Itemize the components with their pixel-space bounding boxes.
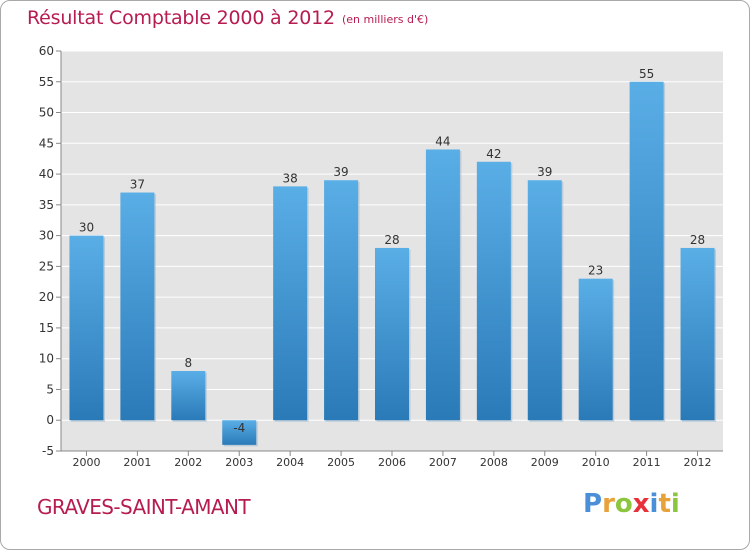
x-tick-label: 2003 — [225, 456, 253, 469]
x-tick-label: 2012 — [684, 456, 712, 469]
logo-letter: o — [614, 489, 633, 519]
bar — [222, 420, 257, 445]
bar — [273, 186, 308, 421]
bar — [527, 180, 562, 421]
chart-subtitle: (en milliers d'€) — [342, 13, 429, 26]
bar-value-label: 42 — [486, 147, 501, 161]
logo-letter: P — [583, 489, 603, 519]
x-tick-label: 2005 — [327, 456, 355, 469]
y-tick-label: 20 — [39, 290, 54, 304]
bar-value-label: 28 — [384, 233, 399, 247]
bar-value-label: 44 — [435, 134, 450, 148]
axes: -5 0 5 10 15 20 25 30 35 40 45 50 55 60 2000 2001 2002 20… — [39, 44, 723, 469]
x-tick-label: 2006 — [378, 456, 406, 469]
y-tick-label: 5 — [46, 382, 54, 396]
y-tick-label: 10 — [39, 352, 54, 366]
bar — [680, 247, 715, 421]
bar-value-label: 55 — [639, 67, 654, 81]
x-tick-label: 2001 — [123, 456, 151, 469]
logo-letter: i — [670, 489, 680, 519]
logo-letter: i — [649, 489, 659, 519]
bar-value-label: 28 — [690, 233, 705, 247]
y-tick-label: 60 — [39, 44, 54, 58]
bar — [425, 149, 460, 421]
bar — [171, 371, 206, 421]
y-tick-label: 25 — [39, 259, 54, 273]
chart-title: Résultat Comptable 2000 à 2012 — [27, 7, 335, 29]
x-tick-label: 2008 — [480, 456, 508, 469]
y-tick-label: 50 — [39, 106, 54, 120]
y-tick-label: 45 — [39, 136, 54, 150]
bar — [629, 81, 664, 421]
y-tick-label: 15 — [39, 321, 54, 335]
x-tick-label: 2007 — [429, 456, 457, 469]
bar-value-label: 39 — [333, 165, 348, 179]
x-tick-label: 2009 — [531, 456, 559, 469]
bar — [324, 180, 359, 421]
bar-value-label: 39 — [537, 165, 552, 179]
bar — [578, 278, 613, 421]
proxiti-logo: Proxiti — [583, 489, 680, 523]
bar — [375, 247, 409, 421]
logo-letter: r — [602, 489, 615, 519]
y-tick-label: 40 — [39, 167, 54, 181]
bars: 30 37 8 -4 38 39 28 44 42 39 23 55 28 — [69, 67, 717, 447]
commune-name: GRAVES-SAINT-AMANT — [37, 495, 251, 519]
bar-value-label: 23 — [588, 264, 603, 278]
bar-value-label: 8 — [184, 356, 192, 370]
logo-letter: t — [658, 489, 671, 519]
y-tick-label: 55 — [39, 75, 54, 89]
x-tick-label: 2002 — [174, 456, 202, 469]
x-tick-label: 2004 — [276, 456, 304, 469]
bar — [476, 161, 511, 421]
y-tick-label: -5 — [42, 444, 54, 458]
bar — [69, 235, 104, 421]
bar-value-label: 30 — [79, 221, 94, 235]
x-tick-label: 2000 — [72, 456, 100, 469]
logo-letter: x — [632, 489, 650, 519]
bar-value-label: 38 — [283, 171, 298, 185]
y-tick-label: 0 — [46, 413, 54, 427]
bar-value-label: -4 — [233, 421, 245, 435]
bar — [120, 192, 155, 421]
x-tick-label: 2010 — [582, 456, 610, 469]
x-tick-label: 2011 — [633, 456, 661, 469]
y-tick-label: 35 — [39, 198, 54, 212]
y-tick-label: 30 — [39, 229, 54, 243]
bar-value-label: 37 — [130, 178, 145, 192]
